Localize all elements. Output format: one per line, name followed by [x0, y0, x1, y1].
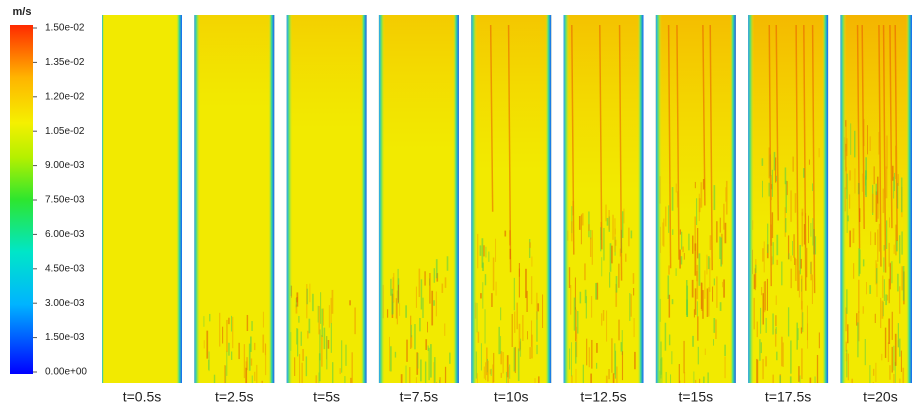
- panel-label: t=10s: [494, 389, 529, 405]
- colorbar-scale: [10, 25, 33, 374]
- colorbar-unit: m/s: [13, 6, 32, 18]
- colorbar-tick-label: 1.35e-02: [45, 57, 85, 68]
- high-velocity-streak: [676, 24, 680, 260]
- panel-label: t=2.5s: [215, 389, 254, 405]
- panel-field: [102, 15, 182, 383]
- panel-label: t=5s: [313, 389, 340, 405]
- colorbar-tick-label: 0.00e+00: [45, 367, 87, 378]
- colorbar-tick-label: 9.00e-03: [45, 160, 85, 171]
- colorbar-tick-label: 1.50e-03: [45, 332, 85, 343]
- high-velocity-streak: [894, 24, 898, 241]
- high-velocity-streak: [795, 24, 799, 291]
- wall-layer-left: [378, 15, 385, 383]
- high-velocity-streak: [811, 24, 816, 294]
- colorbar-tick-label: 3.00e-03: [45, 298, 85, 309]
- high-velocity-streak: [599, 24, 603, 250]
- panel-label: t=17.5s: [765, 389, 811, 405]
- panel-top-region: [471, 15, 552, 172]
- wall-layer-left: [655, 15, 662, 383]
- wall-layer-right: [268, 15, 275, 383]
- high-velocity-streak: [803, 24, 807, 291]
- panel-top-region: [748, 15, 829, 234]
- colorbar-tick-label: 1.50e-02: [45, 23, 85, 34]
- contour-panel: t=0.5s: [102, 15, 182, 405]
- panel-label: t=7.5s: [400, 389, 439, 405]
- contour-panel: t=15s: [655, 15, 736, 405]
- high-velocity-streak: [889, 24, 893, 229]
- wall-layer-left: [471, 15, 478, 383]
- panel-top-region: [563, 15, 644, 193]
- high-velocity-streak: [775, 24, 779, 221]
- wall-layer-right: [822, 15, 829, 383]
- wall-layer-right: [545, 15, 552, 383]
- high-velocity-streak: [618, 24, 623, 281]
- high-velocity-streak: [768, 24, 773, 287]
- high-velocity-streak: [571, 24, 575, 255]
- panel-label: t=0.5s: [123, 389, 162, 405]
- panel-label: t=20s: [863, 389, 898, 405]
- colorbar: m/s 1.50e-02 1.35e-02 1.20e-02 1.05e-02 9.00…: [10, 6, 87, 378]
- panel-top-region: [655, 15, 736, 213]
- wall-layer-right: [176, 15, 182, 383]
- colorbar-tick-label: 1.20e-02: [45, 91, 85, 102]
- high-velocity-streak: [856, 24, 861, 249]
- wall-layer-right: [360, 15, 367, 383]
- wall-layer-left: [194, 15, 201, 383]
- wall-layer-right: [906, 15, 912, 383]
- high-velocity-streak: [882, 24, 887, 273]
- high-velocity-streak: [702, 24, 706, 206]
- high-velocity-streak: [861, 24, 865, 230]
- contour-panel: t=17.5s: [748, 15, 829, 405]
- panel-top-region: [194, 15, 275, 110]
- colorbar-tick-label: 6.00e-03: [45, 229, 85, 240]
- high-velocity-streak: [878, 24, 882, 267]
- panels: t=0.5s t=2.5s t=5s t=7.5s t=10s t=12.5s t=15s t…: [102, 15, 912, 405]
- colorbar-tick-label: 1.05e-02: [45, 126, 85, 137]
- wall-layer-right: [452, 15, 459, 383]
- panel-top-region: [378, 15, 459, 151]
- contour-panel: t=12.5s: [563, 15, 644, 405]
- wall-layer-right: [729, 15, 736, 383]
- wall-layer-left: [563, 15, 570, 383]
- wall-layer-left: [748, 15, 755, 383]
- contour-panel: t=7.5s: [378, 15, 459, 405]
- wall-layer-left: [286, 15, 293, 383]
- panel-top-region: [286, 15, 367, 130]
- high-velocity-streak: [709, 24, 713, 271]
- wall-layer-right: [637, 15, 644, 383]
- contour-panel: t=2.5s: [194, 15, 275, 405]
- contour-panel: t=10s: [471, 15, 552, 405]
- contour-panel: t=5s: [286, 15, 367, 405]
- high-velocity-streak: [667, 24, 672, 269]
- wall-layer-left: [102, 15, 104, 383]
- colorbar-tick-label: 7.50e-03: [45, 195, 85, 206]
- colorbar-tick-label: 4.50e-03: [45, 263, 85, 274]
- wall-layer-left: [840, 15, 847, 383]
- panel-label: t=12.5s: [580, 389, 626, 405]
- panel-label: t=15s: [678, 389, 713, 405]
- high-velocity-streak: [507, 24, 512, 273]
- contour-panel: t=20s: [840, 15, 912, 405]
- high-velocity-streak: [489, 24, 494, 212]
